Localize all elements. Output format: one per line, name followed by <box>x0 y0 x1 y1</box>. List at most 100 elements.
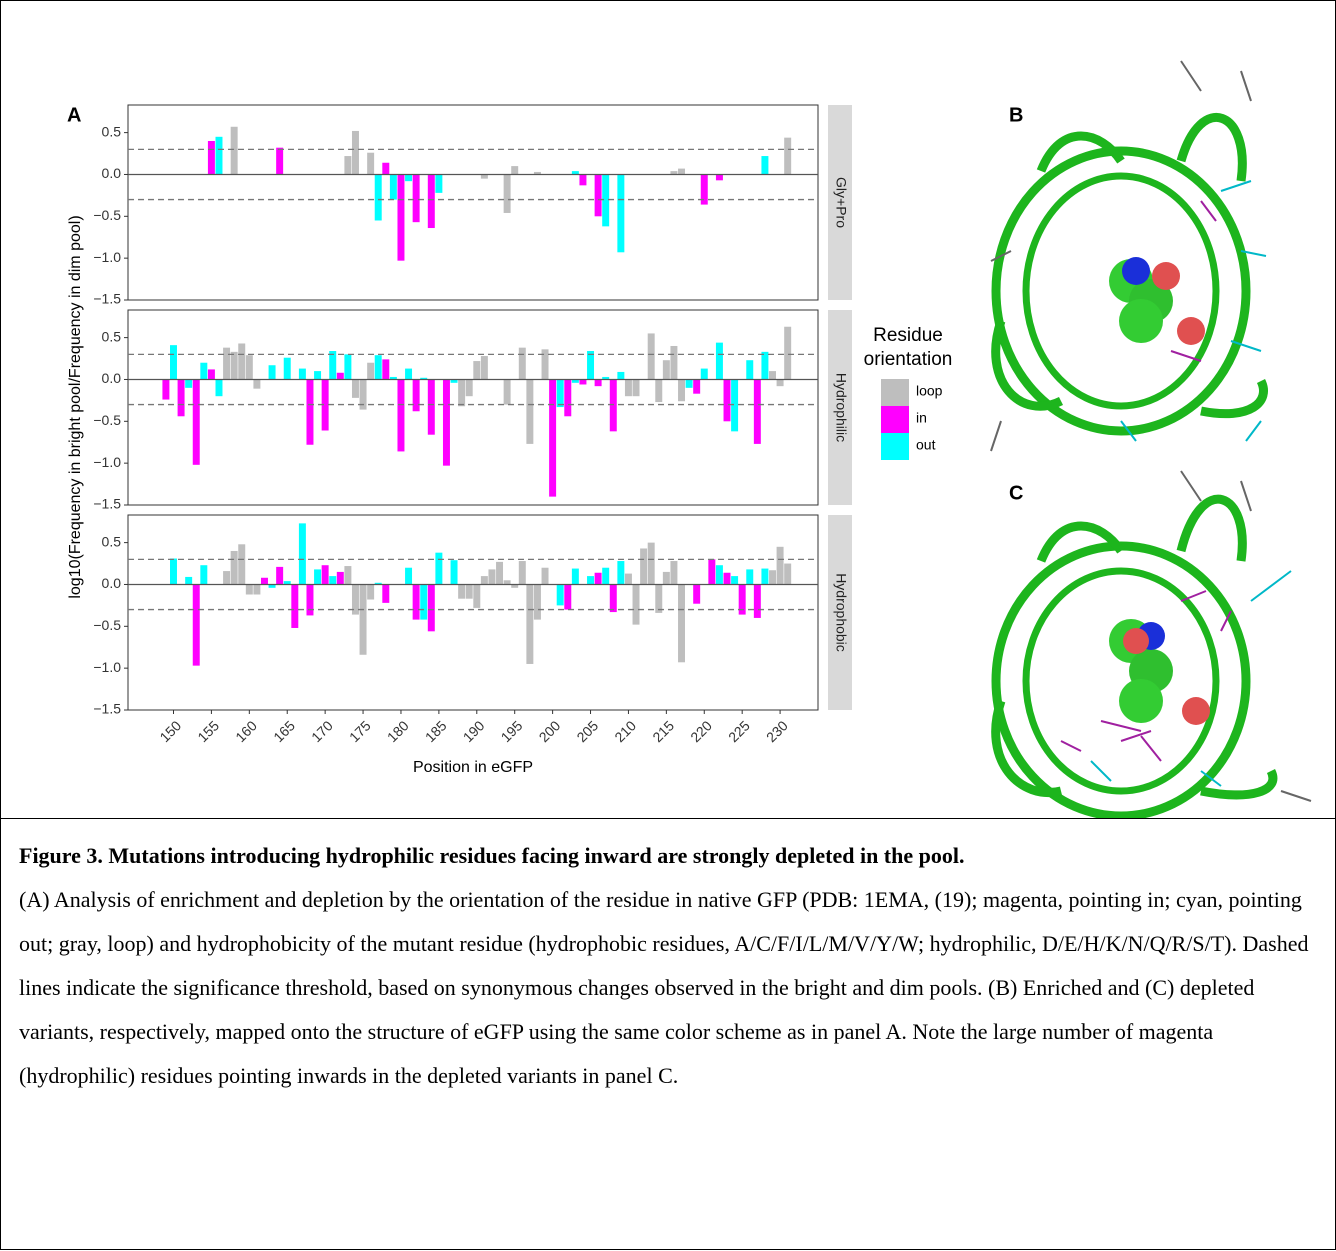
bar <box>192 379 200 465</box>
structure-c <box>991 470 1312 821</box>
y-tick-label: −1.0 <box>93 454 121 470</box>
legend-swatch <box>881 406 909 433</box>
bar <box>427 379 435 435</box>
bar <box>420 377 428 380</box>
bar <box>693 584 701 604</box>
bar <box>382 359 390 380</box>
bar <box>556 584 564 606</box>
panel-label: A <box>67 104 81 126</box>
bar <box>632 379 640 397</box>
bar <box>571 568 579 585</box>
bar <box>761 351 769 380</box>
bar <box>587 576 595 585</box>
bar <box>321 379 329 431</box>
bar <box>761 156 769 175</box>
bar <box>526 379 534 444</box>
bar <box>200 565 208 585</box>
y-tick-label: −0.5 <box>93 412 121 428</box>
bar <box>260 577 268 585</box>
bar <box>382 584 390 603</box>
bar <box>670 171 678 175</box>
bar <box>170 345 177 380</box>
bar <box>412 584 420 620</box>
panel <box>127 514 819 711</box>
bar <box>571 171 579 175</box>
bar <box>405 567 413 585</box>
bar <box>670 561 678 585</box>
bar <box>465 379 473 397</box>
y-tick-label: 0.0 <box>102 575 122 591</box>
bar <box>753 379 761 444</box>
bar <box>397 174 405 261</box>
bar <box>678 584 686 663</box>
bar <box>503 379 511 405</box>
bar <box>192 584 200 666</box>
bar <box>632 584 640 625</box>
bar <box>715 174 723 181</box>
bar <box>420 584 428 620</box>
caption-body: Figure 3. Mutations introducing hydrophi… <box>19 834 1319 1098</box>
bar <box>731 379 739 432</box>
bar <box>389 376 397 380</box>
bar <box>594 174 602 217</box>
x-axis-label: Position in eGFP <box>413 759 533 776</box>
y-tick-label: 0.5 <box>102 533 122 549</box>
bar <box>367 362 375 380</box>
bar <box>700 174 708 205</box>
x-tick-label: 160 <box>232 717 260 745</box>
bar <box>655 584 663 613</box>
x-tick-label: 225 <box>725 717 753 745</box>
bar <box>344 354 352 380</box>
bar <box>321 565 329 585</box>
y-tick-label: −1.5 <box>93 701 121 717</box>
x-tick-label: 170 <box>308 717 336 745</box>
bar <box>746 360 754 380</box>
bar <box>617 561 625 585</box>
bar <box>435 552 443 585</box>
bar <box>215 379 223 397</box>
caption: Figure 3. Mutations introducing hydrophi… <box>0 818 1336 1250</box>
bar <box>571 379 579 383</box>
bar <box>549 379 557 497</box>
bar <box>518 347 526 380</box>
bar <box>230 126 238 175</box>
bar <box>329 351 337 380</box>
bar <box>769 371 776 380</box>
facet-label: Gly+Pro <box>833 177 849 228</box>
bar <box>374 355 382 380</box>
x-tick-label: 175 <box>346 717 374 745</box>
x-tick-label: 210 <box>611 717 639 745</box>
bar <box>458 379 466 407</box>
bar <box>579 174 587 186</box>
bar <box>541 567 549 585</box>
bar <box>405 368 413 380</box>
bar <box>185 379 193 388</box>
bar <box>207 369 215 380</box>
bar <box>336 372 344 380</box>
caption-title: Figure 3. Mutations introducing hydrophi… <box>19 843 965 868</box>
legend-title: Residue orientation <box>863 325 953 370</box>
caption-text: (A) Analysis of enrichment and depletion… <box>19 887 1309 1088</box>
bar <box>253 379 261 389</box>
bar <box>776 546 784 585</box>
y-tick-label: 0.0 <box>102 165 122 181</box>
bar <box>541 349 549 380</box>
bar <box>776 379 784 387</box>
bar <box>715 565 723 585</box>
facet-label: Hydrophilic <box>833 373 849 442</box>
bar <box>215 136 223 175</box>
y-tick-label: 0.5 <box>102 123 122 139</box>
bar <box>344 566 352 585</box>
x-tick-label: 165 <box>270 717 298 745</box>
bar <box>238 544 246 585</box>
bar <box>708 559 716 585</box>
x-tick-label: 220 <box>687 717 715 745</box>
bar <box>473 361 481 380</box>
bar <box>609 584 617 613</box>
bar <box>602 174 610 227</box>
bar <box>450 560 458 585</box>
bar <box>344 156 352 175</box>
bar <box>336 571 344 585</box>
bar <box>283 357 291 380</box>
